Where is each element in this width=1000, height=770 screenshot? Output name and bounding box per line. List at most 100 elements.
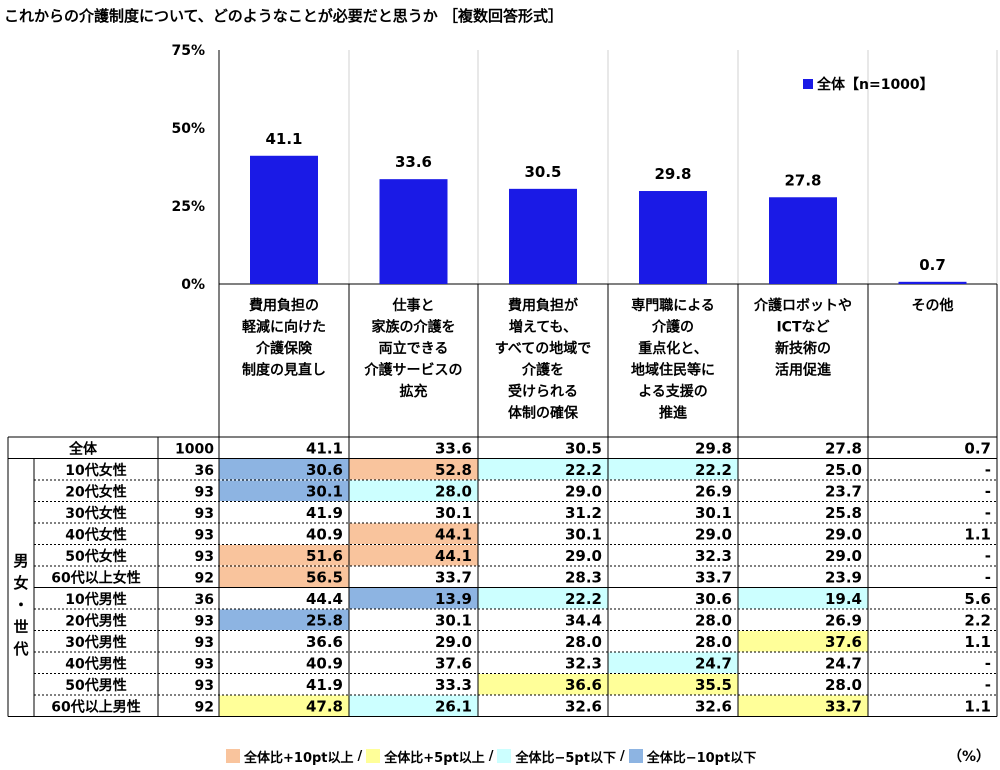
highlight-cell <box>478 674 608 695</box>
category-label: 新技術の <box>775 340 831 357</box>
table-cell: 29.0 <box>695 526 732 544</box>
table-cell: 32.3 <box>565 655 602 673</box>
table-cell: 26.9 <box>825 612 862 630</box>
row-label: 10代女性 <box>65 462 126 479</box>
table-cell: 52.8 <box>435 461 472 479</box>
legend-separator: / <box>488 748 494 764</box>
legend-item-label: 全体比−5pt以下 <box>515 750 616 766</box>
highlight-cell <box>349 459 478 480</box>
table-cell: 32.6 <box>695 698 732 716</box>
category-label: よる支援の <box>638 383 708 400</box>
category-label: ICTなど <box>776 320 829 336</box>
highlight-cell <box>349 545 478 566</box>
row-label: 60代以上女性 <box>51 570 140 587</box>
table-cell: 29.0 <box>825 547 862 565</box>
row-n: 92 <box>195 700 214 716</box>
group-label-char: 男 <box>13 552 28 570</box>
table-cell: 30.5 <box>565 440 602 458</box>
row-label: 60代以上男性 <box>51 699 140 716</box>
table-cell: 28.0 <box>695 633 732 651</box>
bar <box>250 155 318 284</box>
category-label: 費用負担の <box>249 297 319 314</box>
table-cell: 33.7 <box>825 698 862 716</box>
legend-swatch <box>226 749 240 763</box>
highlight-cell <box>219 609 349 630</box>
table-cell: 29.0 <box>565 547 602 565</box>
row-n: 93 <box>195 506 214 522</box>
row-n: 92 <box>195 571 214 587</box>
table-cell: 30.6 <box>306 461 343 479</box>
table-cell: 28.0 <box>695 612 732 630</box>
legend-item: 全体比−10pt以下 <box>628 747 756 766</box>
table-cell: 27.8 <box>825 440 862 458</box>
category-label: 介護ロボットや <box>753 297 852 314</box>
row-label: 40代男性 <box>65 656 126 673</box>
row-n: 93 <box>195 549 214 565</box>
category-label: 介護を <box>521 362 564 379</box>
category-label: 推進 <box>659 405 687 422</box>
table-cell: 30.1 <box>565 526 602 544</box>
category-label: 拡充 <box>400 383 428 400</box>
table-cell: 1.1 <box>964 526 991 544</box>
category-label: 軽減に向けた <box>242 319 326 336</box>
table-cell: 29.0 <box>565 483 602 501</box>
table-cell: 56.5 <box>306 569 343 587</box>
table-cell: - <box>985 569 991 587</box>
table-cell: 30.1 <box>435 504 472 522</box>
chart-title: これからの介護制度について、どのようなことが必要だと思うか ［複数回答形式］ <box>4 7 564 25</box>
row-label: 40代女性 <box>65 527 126 544</box>
table-cell: 44.1 <box>435 526 472 544</box>
category-label: 介護保険 <box>255 340 313 357</box>
highlight-cell <box>219 545 349 566</box>
highlight-cell <box>349 480 478 501</box>
highlight-cell <box>219 459 349 480</box>
highlight-cell <box>219 695 349 716</box>
bar-value-label: 33.6 <box>395 153 432 171</box>
table-cell: 30.1 <box>695 504 732 522</box>
highlight-cell <box>219 480 349 501</box>
highlight-cell <box>478 459 608 480</box>
bar-value-label: 0.7 <box>919 256 946 274</box>
bar-value-label: 27.8 <box>784 171 821 189</box>
row-n: 93 <box>195 657 214 673</box>
table-cell: 26.1 <box>435 698 472 716</box>
category-label: 家族の介護を <box>372 319 456 336</box>
table-cell: 26.9 <box>695 483 732 501</box>
table-cell: - <box>985 676 991 694</box>
legend-item: 全体比−5pt以下 <box>497 747 616 766</box>
table-cell: 30.1 <box>306 483 343 501</box>
table-cell: 28.0 <box>435 483 472 501</box>
bar-value-label: 29.8 <box>654 165 691 183</box>
table-cell: 36.6 <box>306 633 343 651</box>
legend-separator: / <box>357 748 363 764</box>
legend-item: 全体比+10pt以上 <box>226 747 354 766</box>
category-label: 費用負担が <box>508 297 579 314</box>
legend-label: 全体【n=1000】 <box>816 76 934 93</box>
row-n: 93 <box>195 614 214 630</box>
category-label: 体制の確保 <box>508 405 579 422</box>
group-label-char: ・ <box>13 596 28 614</box>
group-label-char: 代 <box>12 640 28 658</box>
row-label: 10代男性 <box>65 591 126 608</box>
table-cell: 51.6 <box>306 547 343 565</box>
row-n: 93 <box>195 678 214 694</box>
table-cell: - <box>985 483 991 501</box>
table-cell: 32.6 <box>565 698 602 716</box>
table-cell: 33.7 <box>695 569 732 587</box>
category-label: 増えても、 <box>509 319 577 336</box>
table-cell: 5.6 <box>964 590 991 608</box>
table-cell: 40.9 <box>306 526 343 544</box>
table-cell: 33.6 <box>435 440 472 458</box>
row-label: 50代女性 <box>65 548 126 565</box>
table-cell: 47.8 <box>306 698 343 716</box>
table-cell: - <box>985 547 991 565</box>
legend-swatch <box>628 749 643 763</box>
table-cell: - <box>985 461 991 479</box>
table-cell: 25.8 <box>306 612 343 630</box>
highlight-cell <box>738 695 868 716</box>
bar-chart: 0% 25% 50% 75% 41.1 33.6 30.5 29.8 27.8 0.7 全体【n=1… <box>171 43 998 293</box>
bar <box>769 197 837 284</box>
table-cell: 30.6 <box>695 590 732 608</box>
bar-value-label: 41.1 <box>265 130 302 148</box>
